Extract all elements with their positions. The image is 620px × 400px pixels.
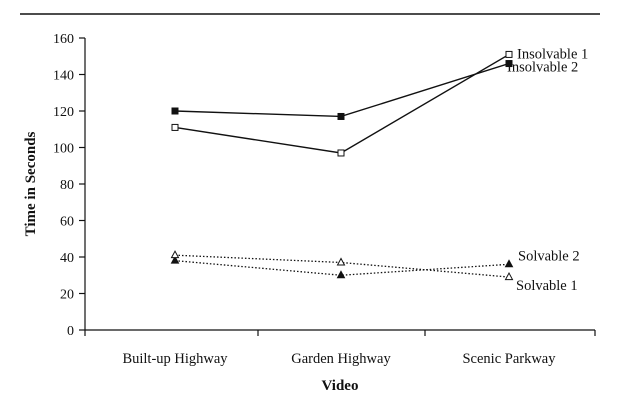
data-point-insolvable-2	[337, 112, 345, 120]
data-point-solvable-1	[170, 250, 180, 259]
series-label-solvable-2: Solvable 2	[518, 248, 580, 264]
y-tick-label: 100	[53, 142, 74, 157]
y-axis-ticks: 0 20 40 60 80 100 120 140 160	[53, 32, 85, 339]
data-point-solvable-1	[504, 272, 514, 281]
data-point-solvable-1	[336, 257, 346, 266]
y-tick-label: 160	[53, 32, 74, 47]
y-tick-label: 60	[60, 215, 74, 230]
y-tick-label: 80	[60, 178, 74, 193]
x-axis-ticks: Built-up Highway Garden Highway Scenic Par…	[84, 330, 596, 367]
series-insolvable-2: Insolvable 2	[171, 60, 578, 120]
series-line-insolvable-2	[174, 62, 510, 118]
data-point-insolvable-2	[505, 60, 513, 68]
data-point-solvable-2	[504, 259, 514, 268]
y-axis-title: Time in Seconds	[23, 131, 39, 236]
series-solvable-1: Solvable 1	[170, 250, 578, 294]
x-tick-label: Scenic Parkway	[462, 351, 556, 367]
x-tick-label: Built-up Highway	[122, 351, 228, 367]
plot-area: 0 20 40 60 80 100 120 140 160 Built-up Highway Ga…	[53, 32, 596, 367]
y-tick-label: 40	[60, 251, 74, 266]
y-tick-label: 120	[53, 105, 74, 120]
series-line-insolvable-1	[174, 53, 510, 154]
x-tick-label: Garden Highway	[291, 351, 391, 367]
data-point-insolvable-2	[171, 107, 179, 115]
x-axis-title: Video	[322, 378, 359, 394]
data-point-insolvable-1	[337, 149, 345, 157]
series-label-insolvable-1: Insolvable 1	[517, 46, 588, 62]
data-point-insolvable-1	[171, 123, 179, 131]
data-point-solvable-2	[170, 255, 180, 264]
data-point-insolvable-1	[505, 50, 513, 58]
y-tick-label: 0	[67, 324, 74, 339]
series-label-insolvable-2: Insolvable 2	[507, 60, 578, 76]
series-label-solvable-1: Solvable 1	[516, 278, 578, 294]
y-tick-label: 20	[60, 288, 74, 303]
data-point-solvable-2	[336, 270, 346, 279]
series-insolvable-1: Insolvable 1	[171, 46, 588, 157]
series-solvable-2: Solvable 2	[170, 248, 580, 279]
y-tick-label: 140	[53, 69, 74, 84]
